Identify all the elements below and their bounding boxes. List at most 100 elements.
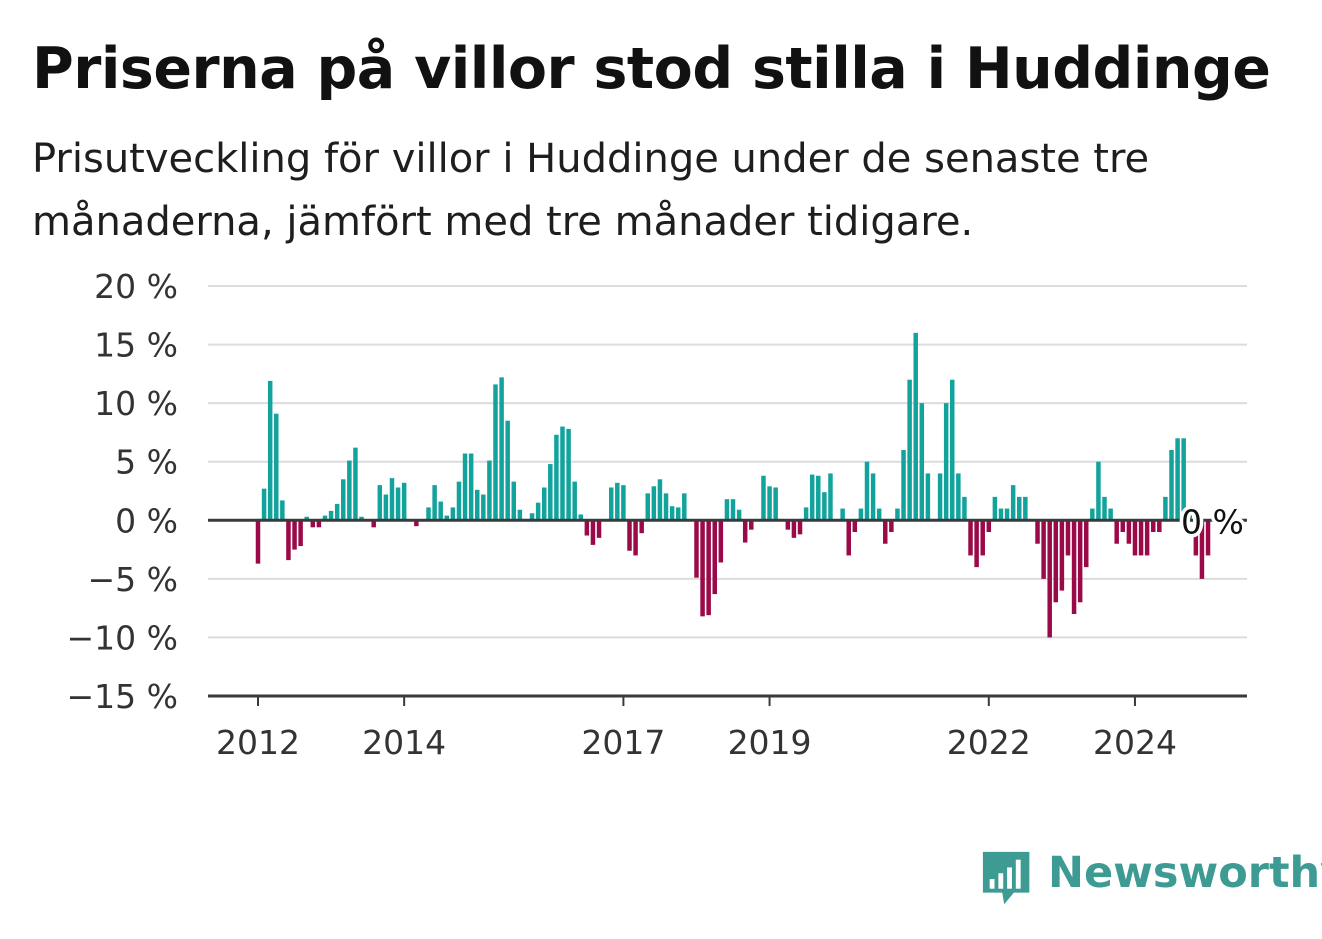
bar (1181, 438, 1186, 521)
x-tick-label: 2022 (947, 723, 1031, 762)
bar (401, 482, 407, 521)
bar (682, 493, 687, 521)
annotations: 0 % (1178, 499, 1248, 545)
y-tick-label: 5 % (115, 443, 178, 482)
bar (1096, 461, 1101, 521)
bar (895, 508, 900, 521)
bar (858, 508, 864, 521)
bar (718, 520, 724, 563)
bar (578, 514, 584, 521)
bar (925, 473, 931, 521)
gridlines (208, 285, 1247, 639)
y-tick-label: −15 % (67, 677, 179, 716)
bar (505, 420, 510, 521)
bar (1205, 520, 1211, 556)
bar (255, 520, 261, 564)
bar (1187, 508, 1193, 521)
bar (943, 403, 949, 521)
bar (627, 520, 632, 551)
bar (657, 479, 663, 521)
bar (797, 520, 803, 535)
bar (773, 487, 778, 521)
bar (511, 481, 517, 521)
bar (1035, 520, 1040, 544)
bar (998, 508, 1004, 521)
bar (517, 509, 523, 521)
bar (1108, 508, 1113, 521)
bar (481, 494, 486, 521)
bar (937, 473, 943, 521)
bar (901, 450, 906, 521)
newsworthy-logo-icon (982, 851, 1030, 905)
bar (621, 485, 626, 521)
bar (675, 507, 681, 521)
bar (822, 492, 827, 521)
bar (1077, 520, 1083, 603)
bar (694, 520, 699, 578)
bar (493, 384, 498, 521)
bar (1053, 520, 1059, 603)
brand-name: Newsworthy (1048, 848, 1322, 898)
chart-title: Priserna på villor stod stilla i Hudding… (32, 36, 1271, 102)
bar (809, 474, 815, 521)
bar (876, 508, 882, 521)
bar (1144, 520, 1150, 556)
value-annotation: 0 % (1181, 502, 1244, 541)
bar (785, 520, 791, 530)
bar (864, 461, 870, 521)
bar (1071, 520, 1077, 614)
bar (444, 515, 450, 521)
bar (316, 520, 322, 528)
bar (304, 516, 309, 521)
bar (730, 499, 736, 521)
bar (913, 332, 918, 521)
bar (596, 520, 602, 538)
bar (1126, 520, 1132, 544)
bar (535, 502, 541, 521)
bar (395, 487, 401, 521)
x-tick-label: 2014 (362, 723, 446, 762)
bar (529, 513, 535, 521)
bar (840, 508, 845, 521)
bar (1163, 496, 1168, 521)
bar (645, 493, 650, 521)
bar (286, 520, 291, 561)
bar (846, 520, 851, 556)
bar (919, 403, 925, 521)
bar (803, 507, 809, 521)
bar (1120, 520, 1126, 532)
bar (791, 520, 797, 538)
bar (1169, 450, 1174, 521)
bar (633, 520, 638, 556)
y-tick-label: 15 % (94, 326, 178, 365)
bar (1010, 485, 1016, 521)
bar (371, 520, 376, 528)
bar (962, 496, 967, 521)
bar (639, 520, 644, 534)
bar (816, 475, 821, 521)
bar (980, 520, 985, 556)
bar (584, 520, 590, 536)
bar (389, 478, 395, 521)
x-tick-label: 2024 (1093, 723, 1177, 762)
bar (974, 520, 979, 568)
bar (706, 520, 711, 616)
bar (377, 485, 383, 521)
bar (669, 506, 675, 521)
y-tick-label: 10 % (94, 384, 178, 423)
bar (310, 520, 316, 528)
bar (560, 426, 565, 521)
x-tick-label: 2017 (581, 723, 665, 762)
bar (1059, 520, 1065, 591)
bar (889, 520, 894, 532)
bar (663, 493, 669, 521)
chart-subtitle: Prisutveckling för villor i Huddinge und… (32, 136, 1150, 245)
bar (1150, 520, 1156, 532)
bar (414, 520, 419, 527)
bar (749, 520, 754, 530)
bar (1090, 508, 1095, 521)
bar (767, 486, 772, 521)
bar (1004, 508, 1010, 521)
bar (432, 485, 437, 521)
x-axis-tick-labels: 2012 2014 2017 2019 2022 2024 (216, 696, 1177, 762)
